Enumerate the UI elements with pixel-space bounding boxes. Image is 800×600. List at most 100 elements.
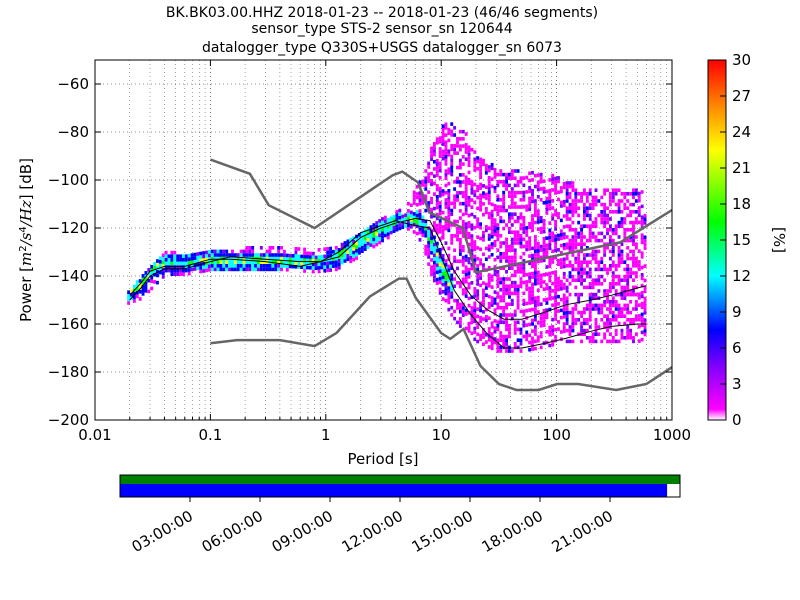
heatmap-cell bbox=[461, 277, 465, 282]
heatmap-cell bbox=[398, 219, 402, 224]
heatmap-cell bbox=[314, 266, 318, 270]
heatmap-cell bbox=[629, 238, 633, 243]
heatmap-cell bbox=[372, 241, 376, 245]
heatmap-cell bbox=[447, 246, 451, 251]
heatmap-cell bbox=[161, 275, 165, 279]
heatmap-cell bbox=[510, 216, 514, 220]
heatmap-cell bbox=[542, 244, 546, 248]
heatmap-cell bbox=[496, 230, 500, 234]
heatmap-cell bbox=[438, 161, 442, 166]
heatmap-cell bbox=[352, 250, 356, 255]
heatmap-cell bbox=[548, 178, 552, 182]
heatmap-cell bbox=[594, 260, 598, 264]
heatmap-cell bbox=[557, 287, 560, 292]
heatmap-cell bbox=[135, 294, 139, 299]
heatmap-cell bbox=[536, 288, 540, 293]
heatmap-cell bbox=[441, 246, 445, 251]
heatmap-cell bbox=[245, 246, 249, 250]
heatmap-cell bbox=[435, 230, 439, 235]
heatmap-cell bbox=[637, 209, 641, 214]
heatmap-cell bbox=[432, 192, 436, 196]
heatmap-cell bbox=[441, 268, 445, 272]
heatmap-cell bbox=[626, 267, 630, 272]
heatmap-cell bbox=[632, 318, 635, 322]
heatmap-cell bbox=[608, 285, 612, 290]
heatmap-cell bbox=[464, 222, 468, 226]
heatmap-cell bbox=[467, 267, 471, 272]
heatmap-cell bbox=[574, 188, 578, 192]
heatmap-cell bbox=[551, 217, 555, 221]
heatmap-cell bbox=[574, 238, 578, 243]
heatmap-cell bbox=[164, 258, 168, 262]
heatmap-cell bbox=[496, 291, 500, 296]
heatmap-cell bbox=[614, 228, 618, 232]
heatmap-cell bbox=[614, 188, 618, 192]
heatmap-cell bbox=[505, 338, 508, 342]
heatmap-cell bbox=[473, 305, 477, 309]
heatmap-cell bbox=[643, 217, 647, 222]
heatmap-cell bbox=[643, 235, 647, 240]
heatmap-cell bbox=[554, 183, 558, 188]
heatmap-cell bbox=[510, 255, 514, 260]
heatmap-cell bbox=[574, 242, 578, 246]
heatmap-cell bbox=[282, 264, 286, 268]
heatmap-cell bbox=[484, 185, 488, 190]
heatmap-cell bbox=[632, 249, 635, 254]
heatmap-cell bbox=[464, 175, 468, 180]
heatmap-cell bbox=[623, 296, 627, 300]
heatmap-cell bbox=[571, 184, 575, 189]
heatmap-cell bbox=[482, 295, 485, 300]
heatmap-cell bbox=[626, 264, 630, 268]
heatmap-cell bbox=[470, 187, 474, 192]
heatmap-cell bbox=[585, 213, 589, 218]
heatmap-cell bbox=[617, 310, 621, 315]
heatmap-cell bbox=[484, 196, 488, 200]
heatmap-cell bbox=[528, 243, 532, 248]
heatmap-cell bbox=[167, 268, 171, 273]
heatmap-cell bbox=[493, 239, 497, 244]
heatmap-cell bbox=[623, 336, 627, 340]
heatmap-cell bbox=[450, 122, 454, 126]
heatmap-cell bbox=[432, 246, 436, 250]
heatmap-cell bbox=[147, 278, 151, 283]
heatmap-cell bbox=[484, 307, 488, 312]
heatmap-cell bbox=[493, 207, 497, 212]
heatmap-cell bbox=[447, 253, 451, 258]
heatmap-cell bbox=[357, 251, 361, 255]
heatmap-cell bbox=[557, 237, 560, 241]
x-tick-label: 0.1 bbox=[198, 426, 222, 444]
heatmap-cell bbox=[444, 201, 448, 206]
heatmap-cell bbox=[456, 136, 459, 141]
heatmap-cell bbox=[502, 291, 506, 296]
heatmap-cell bbox=[600, 267, 604, 272]
heatmap-cell bbox=[551, 235, 555, 239]
heatmap-cell bbox=[536, 274, 540, 278]
heatmap-cell bbox=[369, 243, 373, 247]
heatmap-cell bbox=[562, 199, 566, 204]
heatmap-cell bbox=[467, 177, 471, 182]
heatmap-cell bbox=[516, 302, 520, 306]
heatmap-cell bbox=[591, 307, 595, 311]
heatmap-cell bbox=[539, 284, 543, 288]
heatmap-cell bbox=[216, 260, 220, 264]
heatmap-cell bbox=[441, 275, 445, 280]
heatmap-cell bbox=[138, 279, 142, 283]
heatmap-cell bbox=[571, 188, 575, 192]
heatmap-cell bbox=[158, 259, 162, 264]
heatmap-cell bbox=[251, 264, 255, 268]
heatmap-cell bbox=[476, 278, 480, 283]
heatmap-cell bbox=[632, 307, 635, 311]
heatmap-cell bbox=[484, 225, 488, 229]
heatmap-cell bbox=[421, 226, 425, 230]
heatmap-cell bbox=[467, 235, 471, 240]
heatmap-cell bbox=[332, 260, 335, 265]
heatmap-cell bbox=[557, 320, 560, 324]
heatmap-cell bbox=[597, 325, 601, 329]
heatmap-cell bbox=[432, 167, 436, 171]
heatmap-cell bbox=[577, 274, 581, 279]
heatmap-cell bbox=[490, 231, 494, 235]
heatmap-cell bbox=[199, 266, 203, 270]
heatmap-cell bbox=[519, 198, 523, 202]
heatmap-cell bbox=[548, 332, 552, 337]
heatmap-cell bbox=[565, 235, 569, 239]
